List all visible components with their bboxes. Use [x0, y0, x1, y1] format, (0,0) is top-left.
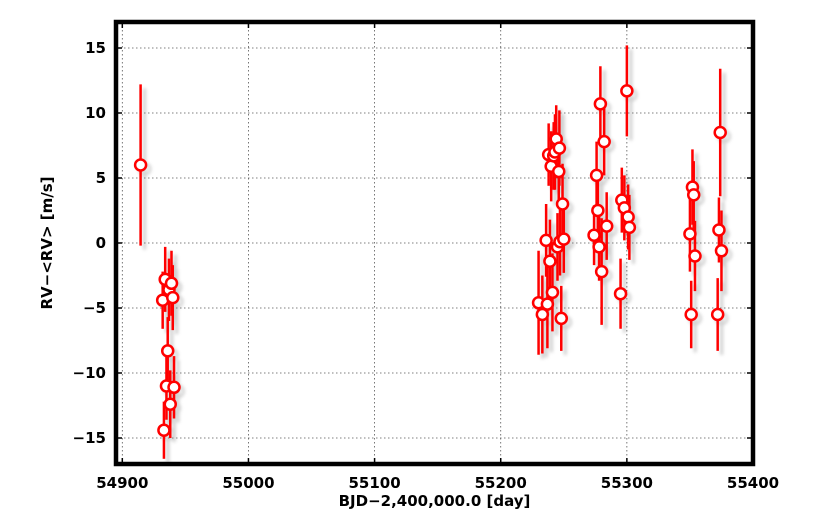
data-point — [683, 227, 697, 241]
y-tick-label: 15 — [85, 39, 106, 57]
data-point — [539, 233, 553, 248]
data-point — [540, 297, 555, 311]
data-point — [552, 141, 567, 155]
data-point — [594, 264, 609, 279]
axis-ticks: 54900 55000 55100 55200 55300 55400 −15 −10 −5 0 5… — [73, 22, 779, 492]
y-tick-label: −10 — [73, 364, 106, 382]
data-point — [712, 223, 726, 237]
data-point — [597, 134, 611, 149]
data-point — [166, 290, 180, 305]
x-tick-label: 55000 — [222, 474, 274, 492]
data-point — [686, 188, 701, 202]
data-points — [133, 45, 729, 459]
data-point — [587, 228, 601, 242]
data-point — [589, 168, 604, 183]
x-tick-label: 55200 — [475, 474, 527, 492]
data-point — [557, 232, 571, 246]
data-point — [163, 397, 177, 411]
y-tick-label: 5 — [96, 169, 106, 187]
x-tick-label: 55400 — [727, 474, 779, 492]
data-point — [688, 249, 702, 263]
grid-lines — [116, 22, 753, 464]
data-point — [167, 380, 181, 395]
data-point — [535, 307, 550, 322]
x-tick-label: 54900 — [96, 474, 148, 492]
data-point — [164, 276, 179, 291]
data-point — [133, 158, 148, 172]
y-tick-label: 10 — [85, 104, 106, 122]
data-point — [684, 307, 698, 322]
data-point — [622, 220, 637, 235]
y-tick-label: 0 — [96, 234, 106, 252]
x-axis-title: BJD−2,400,000.0 [day] — [339, 492, 531, 510]
data-point — [545, 285, 560, 300]
data-point — [554, 311, 569, 326]
data-point — [599, 219, 614, 233]
data-point — [620, 84, 634, 98]
data-point — [551, 164, 566, 179]
data-point — [713, 125, 727, 140]
data-point — [714, 244, 729, 258]
x-tick-label: 55100 — [348, 474, 400, 492]
y-tick-label: −15 — [73, 429, 106, 447]
y-tick-label: −5 — [83, 299, 106, 317]
data-point — [591, 203, 605, 218]
data-point — [593, 97, 608, 111]
data-point — [160, 344, 175, 358]
y-axis-title: RV−<RV> [m/s] — [38, 177, 56, 310]
data-point — [543, 254, 557, 268]
x-tick-label: 55300 — [601, 474, 653, 492]
data-point — [710, 307, 725, 322]
data-point — [613, 286, 628, 301]
data-point — [592, 240, 606, 254]
data-point — [157, 423, 171, 437]
marker-shadows — [137, 49, 733, 463]
data-point — [555, 197, 570, 211]
